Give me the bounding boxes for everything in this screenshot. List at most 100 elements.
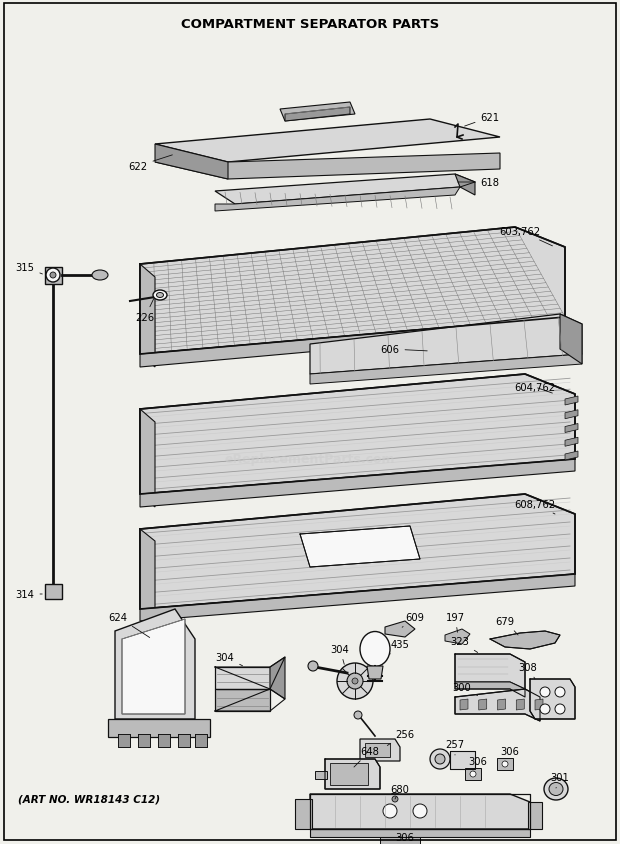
Circle shape <box>430 749 450 769</box>
Polygon shape <box>122 619 185 714</box>
Polygon shape <box>215 668 270 690</box>
Text: 648: 648 <box>354 746 379 767</box>
Ellipse shape <box>92 271 108 281</box>
Text: COMPARTMENT SEPARATOR PARTS: COMPARTMENT SEPARATOR PARTS <box>181 18 439 31</box>
Polygon shape <box>310 794 530 829</box>
Text: 306: 306 <box>469 756 487 771</box>
Text: 608,762: 608,762 <box>515 500 556 514</box>
Polygon shape <box>455 654 525 690</box>
Polygon shape <box>367 666 383 679</box>
Polygon shape <box>215 690 270 711</box>
Circle shape <box>354 711 362 719</box>
Polygon shape <box>195 734 207 747</box>
Polygon shape <box>108 719 210 737</box>
Text: 621: 621 <box>464 113 500 127</box>
Text: 609: 609 <box>402 612 425 628</box>
Circle shape <box>46 268 60 283</box>
Circle shape <box>435 754 445 764</box>
Polygon shape <box>380 837 420 844</box>
Text: 314: 314 <box>16 589 42 599</box>
Polygon shape <box>565 397 578 405</box>
Circle shape <box>383 804 397 818</box>
Text: 323: 323 <box>451 636 477 652</box>
Polygon shape <box>140 495 575 609</box>
Polygon shape <box>497 699 505 710</box>
Polygon shape <box>490 631 560 649</box>
Polygon shape <box>310 829 530 837</box>
Polygon shape <box>270 657 285 699</box>
Polygon shape <box>460 699 468 710</box>
Ellipse shape <box>153 290 167 300</box>
Polygon shape <box>285 108 350 122</box>
Polygon shape <box>140 529 155 621</box>
Text: 606: 606 <box>381 344 427 354</box>
Ellipse shape <box>544 778 568 800</box>
Polygon shape <box>155 145 228 180</box>
Text: 622: 622 <box>128 155 172 172</box>
Polygon shape <box>445 630 470 644</box>
Polygon shape <box>295 799 312 829</box>
Polygon shape <box>310 315 582 375</box>
Polygon shape <box>155 154 500 180</box>
Circle shape <box>352 679 358 684</box>
Polygon shape <box>155 120 500 163</box>
Text: 306: 306 <box>500 746 520 761</box>
Text: 603,762: 603,762 <box>500 227 552 246</box>
Polygon shape <box>45 584 62 599</box>
Circle shape <box>540 687 550 697</box>
Polygon shape <box>140 459 575 507</box>
Circle shape <box>502 761 508 767</box>
Circle shape <box>540 704 550 714</box>
Text: (ART NO. WR18143 C12): (ART NO. WR18143 C12) <box>18 794 160 804</box>
Polygon shape <box>455 682 525 697</box>
Polygon shape <box>360 739 400 761</box>
Polygon shape <box>138 734 150 747</box>
Polygon shape <box>178 734 190 747</box>
Polygon shape <box>300 527 420 567</box>
Text: 618: 618 <box>458 178 500 187</box>
Polygon shape <box>118 734 130 747</box>
Polygon shape <box>315 771 327 779</box>
Polygon shape <box>450 751 475 769</box>
Circle shape <box>50 273 56 279</box>
Circle shape <box>555 687 565 697</box>
Polygon shape <box>140 574 575 621</box>
Polygon shape <box>45 268 62 284</box>
Polygon shape <box>497 758 513 770</box>
Circle shape <box>389 793 401 805</box>
Text: 256: 256 <box>388 729 415 745</box>
Polygon shape <box>560 315 582 365</box>
Text: 304: 304 <box>216 652 242 666</box>
Polygon shape <box>158 734 170 747</box>
Text: 308: 308 <box>518 663 538 679</box>
Polygon shape <box>140 265 155 368</box>
Circle shape <box>555 704 565 714</box>
Polygon shape <box>455 690 540 721</box>
Text: eReplacementParts.com: eReplacementParts.com <box>224 453 396 466</box>
Circle shape <box>308 661 318 671</box>
Polygon shape <box>565 424 578 433</box>
Polygon shape <box>140 409 155 507</box>
Polygon shape <box>565 410 578 419</box>
Polygon shape <box>310 354 582 385</box>
Polygon shape <box>140 317 565 368</box>
Text: 435: 435 <box>390 639 409 654</box>
Polygon shape <box>365 743 390 757</box>
Circle shape <box>337 663 373 699</box>
Text: 257: 257 <box>445 739 464 755</box>
Text: 306: 306 <box>396 832 414 842</box>
Text: 304: 304 <box>330 644 350 664</box>
Polygon shape <box>455 175 475 196</box>
Polygon shape <box>330 763 368 785</box>
Circle shape <box>470 771 476 777</box>
Polygon shape <box>535 699 543 710</box>
Ellipse shape <box>360 632 390 667</box>
Polygon shape <box>528 802 542 829</box>
Ellipse shape <box>156 293 164 298</box>
Text: 301: 301 <box>551 772 569 788</box>
Polygon shape <box>140 228 565 354</box>
Polygon shape <box>479 699 487 710</box>
Text: 624: 624 <box>108 612 149 638</box>
Polygon shape <box>465 768 481 780</box>
Text: 226: 226 <box>135 299 154 322</box>
